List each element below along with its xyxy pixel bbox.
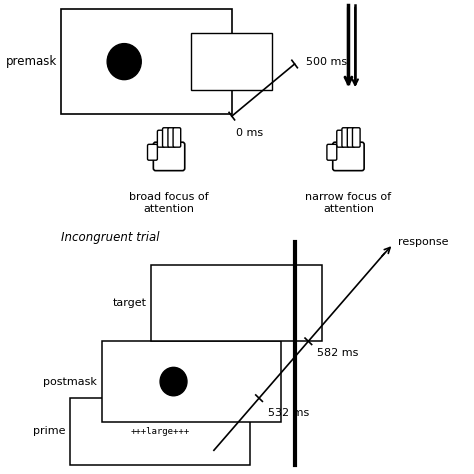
Text: +++large+++: +++large+++ <box>130 427 190 436</box>
FancyBboxPatch shape <box>353 128 360 147</box>
Text: premask: premask <box>6 55 57 68</box>
FancyBboxPatch shape <box>168 128 175 147</box>
Text: 532 ms: 532 ms <box>268 408 309 418</box>
Bar <box>102 341 281 422</box>
FancyBboxPatch shape <box>154 142 185 171</box>
FancyBboxPatch shape <box>337 130 345 147</box>
FancyBboxPatch shape <box>347 128 355 147</box>
FancyBboxPatch shape <box>147 144 157 160</box>
Bar <box>62 9 232 114</box>
Text: target: target <box>113 298 146 309</box>
Bar <box>151 265 321 341</box>
Text: broad focus of
attention: broad focus of attention <box>129 192 209 214</box>
Text: 582 ms: 582 ms <box>317 348 359 358</box>
Text: prime: prime <box>33 426 66 437</box>
Text: 0 ms: 0 ms <box>237 128 264 138</box>
FancyBboxPatch shape <box>157 130 165 147</box>
Bar <box>70 398 250 465</box>
Text: narrow focus of
attention: narrow focus of attention <box>305 192 392 214</box>
Text: Incongruent trial: Incongruent trial <box>62 231 160 244</box>
FancyBboxPatch shape <box>333 142 364 171</box>
Circle shape <box>107 44 141 80</box>
Bar <box>191 33 272 90</box>
Text: response: response <box>398 237 448 247</box>
FancyBboxPatch shape <box>327 144 337 160</box>
FancyBboxPatch shape <box>163 128 170 147</box>
Text: 500 ms: 500 ms <box>306 56 347 67</box>
Circle shape <box>160 367 187 396</box>
FancyBboxPatch shape <box>342 128 349 147</box>
Text: postmask: postmask <box>44 376 97 387</box>
Text: ++++small+++: ++++small+++ <box>204 299 269 308</box>
FancyBboxPatch shape <box>173 128 181 147</box>
